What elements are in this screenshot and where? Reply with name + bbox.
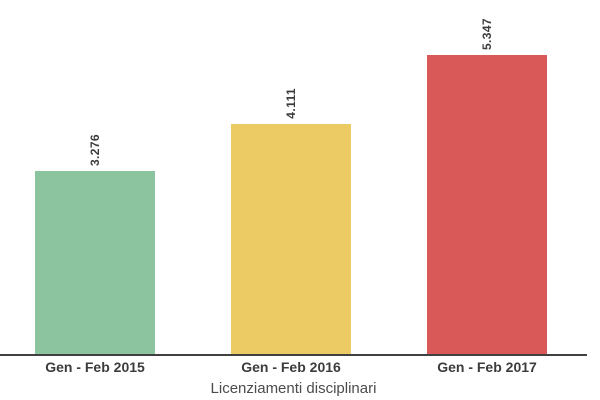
chart-title: Licenziamenti disciplinari (210, 380, 377, 397)
bar-group-gen-feb-2017: 5.347 (427, 18, 547, 354)
plot-area: 3.276 4.111 5.347 (35, 18, 547, 354)
x-axis-label-2016: Gen - Feb 2016 (241, 359, 341, 375)
x-axis-labels: Gen - Feb 2015 Gen - Feb 2016 Gen - Feb … (0, 359, 587, 375)
bar-group-gen-feb-2016: 4.111 (231, 88, 351, 354)
bar-gen-feb-2015 (35, 171, 155, 354)
x-axis-label-2015: Gen - Feb 2015 (45, 359, 145, 375)
bar-value-label: 4.111 (284, 88, 298, 119)
bar-gen-feb-2017 (427, 55, 547, 354)
bar-gen-feb-2016 (231, 124, 351, 354)
bar-value-label: 5.347 (480, 17, 494, 50)
bar-value-label: 3.276 (88, 133, 102, 166)
bar-group-gen-feb-2015: 3.276 (35, 134, 155, 354)
x-axis-line (0, 354, 587, 356)
x-axis-label-2017: Gen - Feb 2017 (437, 359, 537, 375)
